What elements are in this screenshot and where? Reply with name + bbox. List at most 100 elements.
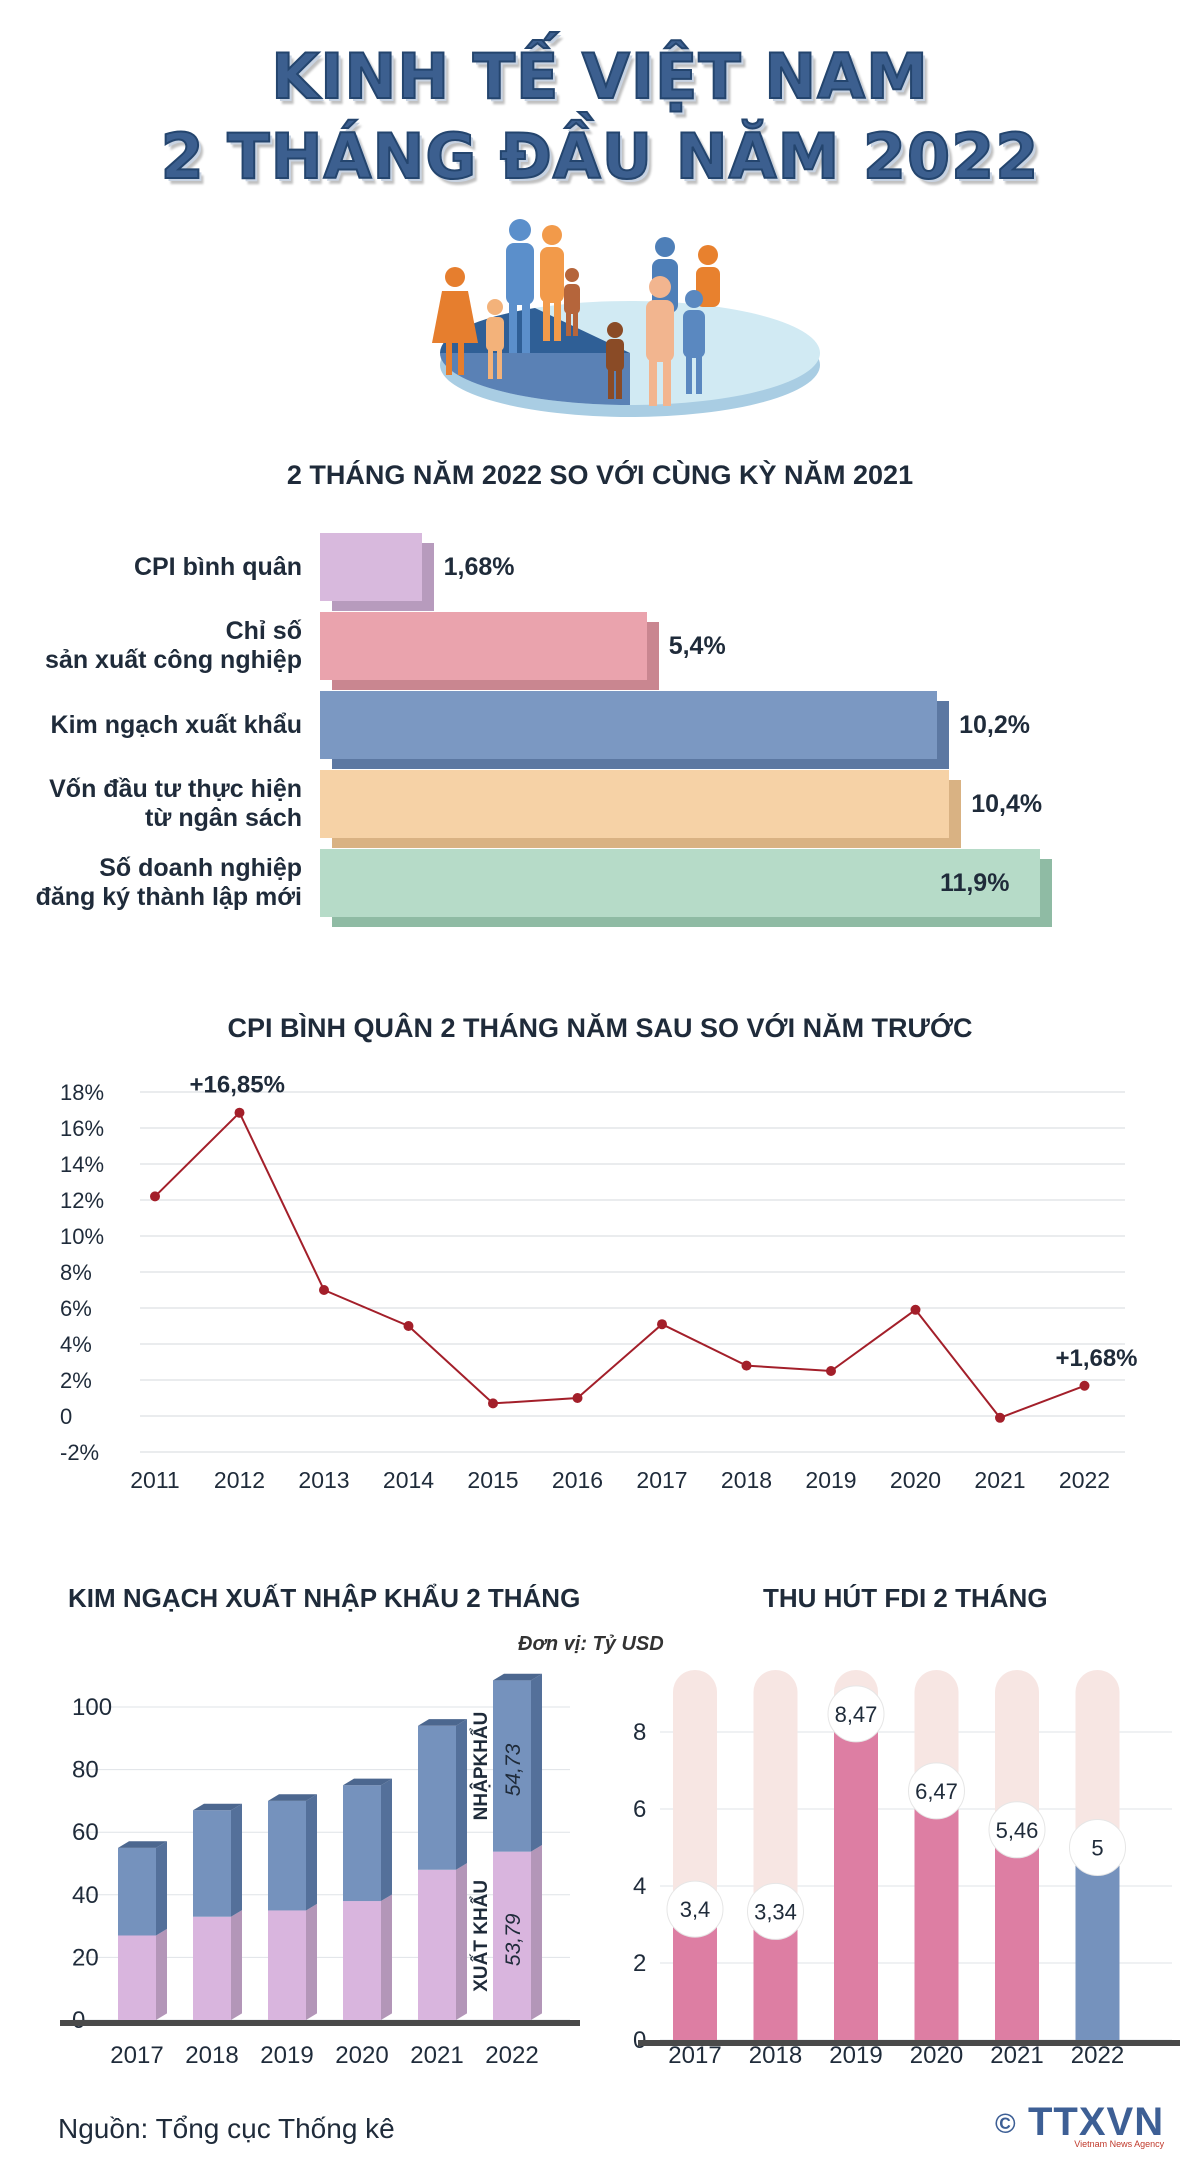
trade-bar-export (118, 1935, 156, 2020)
comparison-value: 5,4% (668, 632, 726, 660)
unit-label: Đơn vị: Tỷ USD (518, 1633, 664, 1655)
comparison-value: 10,4% (971, 790, 1043, 818)
cpi-y-tick: 16% (60, 1116, 104, 1141)
cpi-x-tick: 2011 (130, 1467, 179, 1493)
source-note: Nguồn: Tổng cục Thống kê (58, 2113, 395, 2144)
fdi-value-bubble (988, 1801, 1046, 1859)
trade-y-tick: 20 (72, 1944, 99, 1971)
cpi-y-tick: 18% (60, 1080, 104, 1105)
fdi-x-tick: 2020 (910, 2042, 963, 2069)
cpi-y-tick: -2% (60, 1440, 99, 1465)
trade-bar-import (193, 1810, 231, 1917)
fdi-y-tick: 8 (633, 1719, 646, 1746)
fdi-y-tick: 6 (633, 1796, 646, 1823)
trade-bar-top (493, 1673, 542, 1681)
fdi-value-bubble (827, 1685, 885, 1743)
cpi-x-tick: 2015 (467, 1467, 518, 1493)
cpi-line-chart: 18% 16% 14% 12% 10% 8% 6% 4% 2% 0 -2% 2011 2012 2013 2… (60, 1072, 1138, 1493)
person-figures (432, 267, 478, 375)
cpi-y-tick: 8% (60, 1260, 92, 1285)
comparison-label: Kim ngạch xuất khẩu (12, 711, 302, 740)
comparison-title: 2 THÁNG NĂM 2022 SO VỚI CÙNG KỲ NĂM 2021 (286, 460, 914, 490)
trade-bar-import-side (306, 1794, 317, 1911)
comparison-label-line: Chỉ số (225, 617, 302, 645)
trade-bar-export-side (456, 1863, 467, 2020)
fdi-bar (995, 1829, 1039, 2040)
comparison-bar (320, 533, 422, 601)
trade-bar-export (268, 1910, 306, 2020)
cpi-x-tick: 2014 (383, 1467, 434, 1493)
trade-bar-export-side (156, 1928, 167, 2020)
comparison-bar (320, 770, 950, 838)
fdi-x-tick: 2021 (990, 2042, 1043, 2069)
cpi-y-tick: 0 (60, 1404, 72, 1429)
cpi-data-point (150, 1191, 160, 1202)
cpi-x-tick: 2018 (721, 1467, 772, 1493)
trade-x-tick: 2022 (485, 2042, 538, 2069)
trade-stacked-bar-chart: 100806040200201720182019202020212022XUẤT… (60, 1673, 580, 2069)
cpi-x-tick: 2017 (636, 1467, 687, 1493)
fdi-value-bubble (908, 1762, 965, 1820)
page-title-line-2: 2 THÁNG ĐẦU NĂM 2022 (160, 119, 1040, 194)
cpi-y-tick: 14% (60, 1152, 104, 1177)
cpi-x-tick: 2021 (974, 1467, 1025, 1493)
import-series-label: NHẬPKHẨU (470, 1712, 492, 1821)
cpi-x-tick: 2016 (552, 1467, 603, 1493)
comparison-label-line: sản xuất công nghiệp (45, 646, 302, 674)
cpi-data-point (995, 1412, 1005, 1423)
fdi-x-tick: 2019 (829, 2042, 882, 2069)
cpi-data-point (572, 1393, 583, 1403)
copyright-icon: © (995, 2108, 1016, 2139)
comparison-label-line: Số doanh nghiệp (99, 854, 302, 882)
ttxvn-logo: TTXVN Vietnam News Agency (1028, 2100, 1164, 2149)
cpi-y-tick: 12% (60, 1188, 104, 1213)
trade-bar-export-side (381, 1894, 392, 2020)
trade-bar-export (343, 1901, 381, 2020)
cpi-chart-title: CPI BÌNH QUÂN 2 THÁNG NĂM SAU SO VỚI NĂM… (227, 1013, 973, 1043)
trade-bar-export (493, 1851, 531, 2020)
fdi-bar (834, 1713, 878, 2040)
fdi-x-tick: 2022 (1071, 2042, 1124, 2069)
cpi-annotation: +1,68% (1055, 1345, 1137, 1372)
comparison-bar (320, 612, 647, 680)
comparison-label-line: Kim ngạch xuất khẩu (50, 710, 302, 739)
fdi-value-label: 5,46 (996, 1818, 1039, 1843)
comparison-label-line: CPI bình quân (133, 552, 302, 581)
trade-x-tick: 2019 (260, 2042, 313, 2069)
people-pie-illustration (432, 219, 820, 417)
page-title-line-1: KINH TẾ VIỆT NAM (270, 39, 929, 114)
fdi-value-bubble (1069, 1819, 1126, 1876)
trade-chart-title: KIM NGẠCH XUẤT NHẬP KHẨU 2 THÁNG (68, 1583, 581, 1613)
cpi-x-tick: 2019 (805, 1467, 856, 1493)
trade-bar-top (343, 1778, 392, 1786)
trade-bar-export-side (231, 1910, 242, 2020)
trade-bar-import-side (156, 1841, 167, 1936)
fdi-y-tick: 4 (633, 1873, 646, 1900)
fdi-value-bubble (747, 1882, 804, 1940)
cpi-data-point (1079, 1380, 1090, 1391)
trade-bar-export-side (531, 1845, 542, 2020)
comparison-bar (320, 691, 938, 759)
logo-text: TTXVN (1028, 2100, 1165, 2144)
comparison-label: Vốn đầu tư thực hiện từ ngân sách (12, 775, 302, 833)
comparison-bar (320, 849, 1040, 917)
trade-y-tick: 40 (72, 1882, 99, 1909)
trade-bar-top (418, 1719, 467, 1726)
trade-x-tick: 2021 (410, 2042, 463, 2069)
fdi-bar (914, 1790, 959, 2040)
trade-bar-import (118, 1847, 156, 1936)
comparison-label: CPI bình quân (12, 553, 302, 582)
trade-bar-top (193, 1803, 242, 1811)
cpi-y-tick: 4% (60, 1332, 92, 1357)
cpi-series-line (154, 1110, 1085, 1419)
trade-bar-import-side (381, 1778, 392, 1902)
trade-bar-export (418, 1869, 456, 2020)
logo-subtitle: Vietnam News Agency (1074, 2139, 1165, 2149)
comparison-value: 1,68% (443, 553, 515, 581)
cpi-data-point (741, 1360, 752, 1371)
trade-bar-export (193, 1916, 231, 2020)
cpi-x-tick: 2020 (890, 1467, 941, 1493)
fdi-chart-title: THU HÚT FDI 2 THÁNG (763, 1583, 1048, 1613)
trade-baseline (60, 2020, 580, 2026)
cpi-data-point (657, 1319, 667, 1330)
